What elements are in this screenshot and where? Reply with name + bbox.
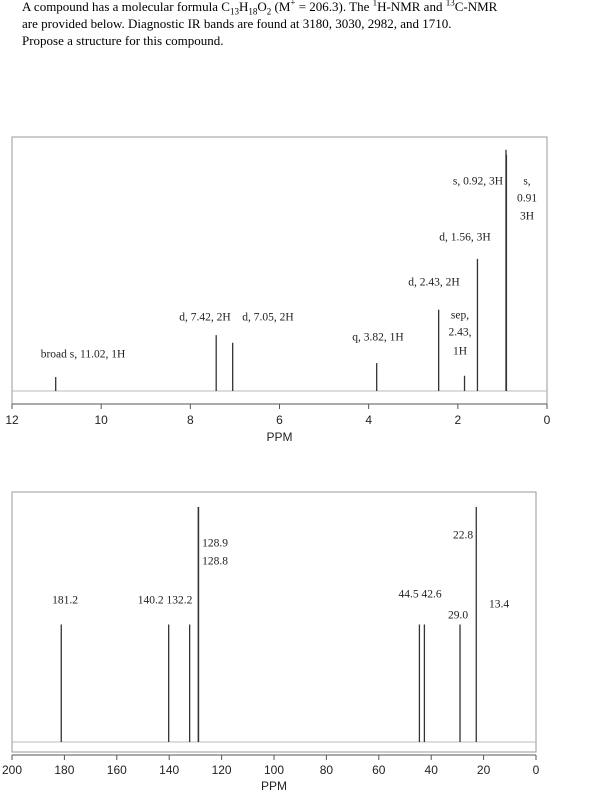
peak-annotation: 29.0 [448, 610, 468, 622]
x-tick-label: 20 [477, 763, 491, 777]
text: are provided below. Diagnostic IR bands … [22, 16, 452, 31]
x-tick-label: 180 [54, 763, 74, 777]
text: A compound has a molecular formula C [22, 0, 230, 14]
peak-annotation: 22.8 [453, 530, 473, 542]
x-tick-label: 160 [107, 763, 127, 777]
question: A compound has a molecular formula C13H1… [22, 0, 592, 49]
peak-annotation: 128.9 [202, 538, 228, 550]
x-tick-label: 60 [372, 763, 386, 777]
peak-annotation: sep, [451, 310, 469, 322]
text: + [290, 0, 296, 8]
text: H [238, 0, 249, 14]
x-axis-label: PPM [261, 779, 287, 793]
text: (M [271, 0, 291, 14]
text: = 206.3). The [295, 0, 373, 14]
peak-annotation: 181.2 [52, 595, 78, 607]
text: 13 [229, 6, 239, 17]
peak-annotation: 13.4 [489, 599, 509, 611]
x-tick-label: 80 [320, 763, 334, 777]
text: Propose a structure for this compound. [22, 33, 224, 48]
x-tick-label: 200 [2, 763, 22, 777]
peak-annotation: 0.91 [517, 193, 537, 205]
x-tick-label: 140 [159, 763, 179, 777]
text: C-NMR [454, 0, 498, 14]
peak-annotation: q, 3.82, 1H [352, 332, 403, 344]
x-tick-label: 120 [212, 763, 232, 777]
x-tick-label: 0 [533, 763, 540, 777]
peak-annotation: s, [523, 176, 530, 188]
x-tick-label: 4 [365, 413, 372, 427]
text: O [257, 0, 267, 14]
peak-annotation: d, 1.56, 3H [439, 232, 490, 244]
peak-annotation: 1H [453, 346, 467, 358]
peak-annotation: d, 7.42, 2H [179, 312, 230, 324]
x-tick-label: 6 [276, 413, 283, 427]
text: 13 [445, 0, 455, 8]
peak-annotation: 2.43, [449, 327, 472, 339]
plot-frame [11, 491, 537, 753]
peak-annotation: 140.2 132.2 [138, 595, 193, 607]
x-tick-label: 8 [187, 413, 194, 427]
text: H-NMR and [377, 0, 446, 14]
x-axis-label: PPM [266, 430, 292, 444]
peak-annotation: d, 2.43, 2H [408, 277, 459, 289]
peak-annotation: 3H [520, 211, 534, 223]
peak-annotation: 44.5 42.6 [398, 589, 441, 601]
x-tick-label: 100 [264, 763, 284, 777]
peak-annotation: 128.8 [202, 556, 228, 568]
x-tick-label: 2 [454, 413, 461, 427]
text: 1 [372, 0, 378, 8]
text: 18 [248, 6, 258, 17]
x-tick-label: 12 [5, 413, 19, 427]
x-tick-label: 0 [544, 413, 551, 427]
peak-annotation: d, 7.05, 2H [242, 312, 293, 324]
x-tick-label: 10 [94, 413, 108, 427]
text: 2 [266, 6, 272, 17]
x-tick-label: 40 [425, 763, 439, 777]
peak-annotation: s, 0.92, 3H [453, 176, 503, 188]
peak-annotation: broad s, 11.02, 1H [41, 349, 126, 361]
